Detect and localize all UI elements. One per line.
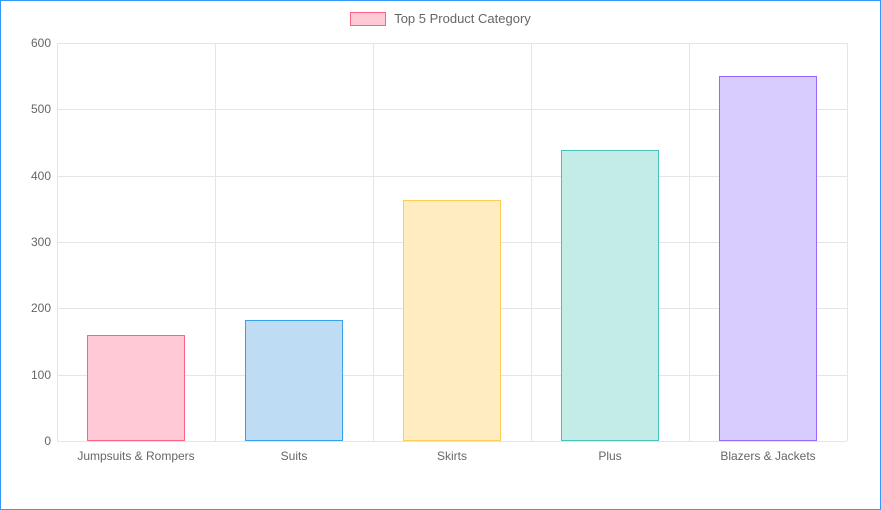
y-tick-label: 600 — [17, 36, 51, 50]
x-tick-label: Plus — [598, 449, 621, 463]
gridline-vertical — [373, 43, 374, 441]
bar — [719, 76, 817, 441]
gridline-horizontal — [57, 441, 847, 442]
gridline-vertical — [215, 43, 216, 441]
y-tick-label: 200 — [17, 301, 51, 315]
y-tick-label: 300 — [17, 235, 51, 249]
legend-label: Top 5 Product Category — [394, 11, 531, 26]
gridline-horizontal — [57, 43, 847, 44]
gridline-vertical — [847, 43, 848, 441]
x-tick-label: Jumpsuits & Rompers — [77, 449, 194, 463]
bar — [403, 200, 501, 441]
y-tick-label: 400 — [17, 169, 51, 183]
gridline-vertical — [689, 43, 690, 441]
y-tick-label: 500 — [17, 102, 51, 116]
x-tick-label: Suits — [281, 449, 308, 463]
bar — [87, 335, 185, 441]
plot-area: 0100200300400500600Jumpsuits & RompersSu… — [57, 43, 847, 441]
y-tick-label: 100 — [17, 368, 51, 382]
bar — [245, 320, 343, 441]
x-tick-label: Blazers & Jackets — [720, 449, 815, 463]
gridline-vertical — [531, 43, 532, 441]
y-tick-label: 0 — [17, 434, 51, 448]
legend-swatch — [350, 12, 386, 26]
x-tick-label: Skirts — [437, 449, 467, 463]
legend: Top 5 Product Category — [1, 11, 880, 26]
gridline-vertical — [57, 43, 58, 441]
bar — [561, 150, 659, 441]
chart-frame: Top 5 Product Category 01002003004005006… — [0, 0, 881, 510]
